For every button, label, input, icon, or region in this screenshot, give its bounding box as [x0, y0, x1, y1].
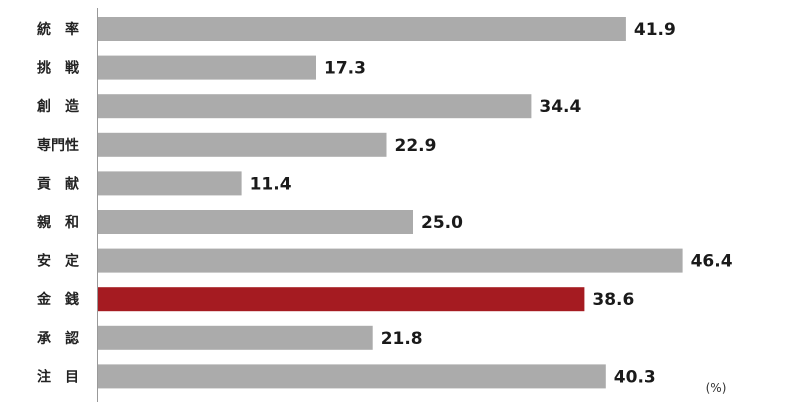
- value-label-5: 25.0: [421, 213, 463, 233]
- category-label-0: 統 率: [37, 21, 79, 38]
- bar-0: [98, 17, 626, 41]
- value-label-9: 40.3: [614, 367, 656, 387]
- category-label-1: 挑 戦: [37, 60, 80, 77]
- value-labels: 41.9 17.3 34.4 22.9 11.4 25.0 46.4 38.6 21.8 40.3: [250, 20, 733, 387]
- value-label-0: 41.9: [634, 20, 676, 40]
- bars-layer: [98, 17, 683, 389]
- category-label-2: 創 造: [36, 98, 79, 115]
- bar-1: [98, 55, 316, 80]
- category-label-8: 承 認: [37, 330, 79, 347]
- value-label-2: 34.4: [539, 97, 581, 117]
- bar-7: [98, 287, 585, 312]
- value-label-3: 22.9: [395, 136, 437, 156]
- value-label-8: 21.8: [381, 329, 423, 349]
- bar-5: [98, 210, 413, 234]
- category-label-7: 金 銭: [36, 291, 79, 308]
- category-label-5: 親 和: [37, 214, 79, 231]
- bar-3: [98, 132, 387, 157]
- value-label-4: 11.4: [250, 174, 292, 194]
- bar-9: [98, 364, 606, 389]
- category-label-6: 安 定: [37, 253, 79, 270]
- bar-8: [98, 325, 373, 350]
- category-label-3: 専門性: [37, 137, 79, 154]
- bar-6: [98, 248, 683, 273]
- category-label-4: 貢 献: [37, 175, 79, 192]
- value-label-7: 38.6: [592, 290, 634, 310]
- value-label-6: 46.4: [691, 252, 733, 272]
- category-label-9: 注 目: [37, 368, 79, 385]
- value-label-1: 17.3: [324, 59, 366, 79]
- bar-4: [98, 171, 242, 196]
- unit-label: (%): [706, 381, 727, 395]
- bar-2: [98, 94, 532, 119]
